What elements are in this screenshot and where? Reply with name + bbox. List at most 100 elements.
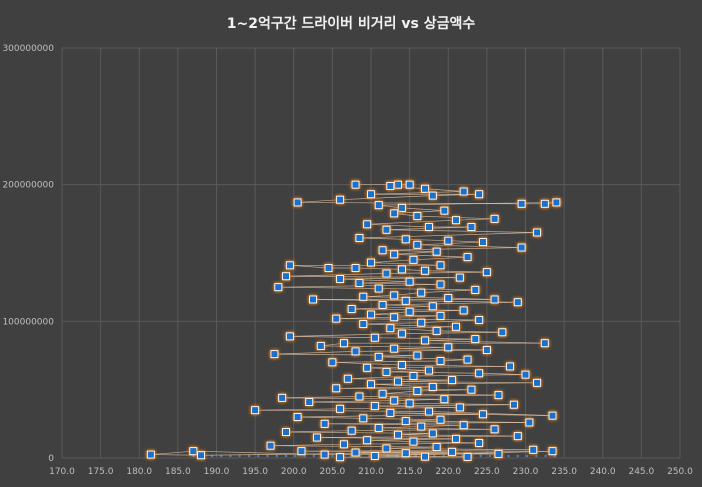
x-tick-label: 180.0 [126,467,152,477]
data-point [352,181,359,188]
series-line-segment [298,200,340,203]
data-point [360,415,367,422]
data-point [391,210,398,217]
data-point [410,373,417,380]
data-point [387,409,394,416]
x-tick-label: 230.0 [513,467,539,477]
series-line-segment [340,407,460,408]
baseline-dot [535,455,537,457]
baseline-dot [294,455,296,457]
x-tick-label: 250.0 [667,467,693,477]
data-point [429,192,436,199]
series-line-segment [274,351,355,354]
data-point [549,448,556,455]
data-point [286,333,293,340]
data-point [364,364,371,371]
data-point [252,407,259,414]
data-point [313,434,320,441]
data-point [437,416,444,423]
series-line-segment [290,265,329,268]
y-tick-label: 300000000 [2,44,54,54]
x-tick-label: 210.0 [358,467,384,477]
series-line-segment [352,306,433,309]
data-point [321,451,328,458]
y-tick-label: 100000000 [2,317,54,327]
data-point [518,200,525,207]
series-line-segment [348,376,414,379]
series-line-segment [371,260,413,263]
series-line-segment [367,220,456,224]
data-point [402,418,409,425]
data-point [395,431,402,438]
data-point [422,267,429,274]
data-point [445,344,452,351]
data-point [383,368,390,375]
data-point [283,429,290,436]
data-point [483,269,490,276]
baseline-dot [517,455,519,457]
data-point [510,401,517,408]
x-tick-label: 225.0 [474,467,500,477]
data-point [422,337,429,344]
data-point [449,377,456,384]
data-point [414,213,421,220]
data-point [429,303,436,310]
series-line-segment [367,440,413,441]
series-line-segment [394,252,436,255]
data-point [437,262,444,269]
series-line-segment [398,381,537,382]
series-line-segment [367,366,510,367]
series-line-segment [386,230,537,233]
data-point [476,439,483,446]
data-point [534,379,541,386]
series-line-segment [379,428,495,429]
data-point [437,357,444,364]
data-point [402,297,409,304]
data-point [476,370,483,377]
data-point [360,321,367,328]
data-point [352,348,359,355]
data-point [198,452,205,459]
data-point [368,381,375,388]
baseline-dot [313,455,315,457]
series-line-segment [363,323,421,324]
data-point [433,327,440,334]
data-point [518,244,525,251]
series-line-segment [394,293,421,296]
series-line-segment [325,422,530,423]
series-line-segment [402,365,510,366]
data-point [406,400,413,407]
series-line-segment [417,390,471,391]
series-line-segment [356,350,487,351]
data-point [460,307,467,314]
data-point [340,441,347,448]
data-point [406,278,413,285]
data-point [507,363,514,370]
series-line-segment [359,238,405,239]
data-point [368,259,375,266]
x-tick-label: 240.0 [590,467,616,477]
data-point [549,412,556,419]
data-point [387,325,394,332]
data-point [368,191,375,198]
data-point [375,202,382,209]
data-point [391,251,398,258]
y-tick-label: 200000000 [2,181,54,191]
data-point [491,215,498,222]
data-point [418,319,425,326]
data-point [483,347,490,354]
series-line-segment [394,316,440,317]
data-point [452,323,459,330]
series-line-segment [271,446,437,447]
series-line-segment [367,224,429,227]
series-line-segment [383,394,499,395]
x-tick-label: 200.0 [281,467,307,477]
data-point [298,448,305,455]
data-point [310,296,317,303]
data-point [395,181,402,188]
data-point [429,430,436,437]
series-line-segment [286,432,433,433]
baseline-dot [526,455,528,457]
series-line-segment [340,278,460,279]
